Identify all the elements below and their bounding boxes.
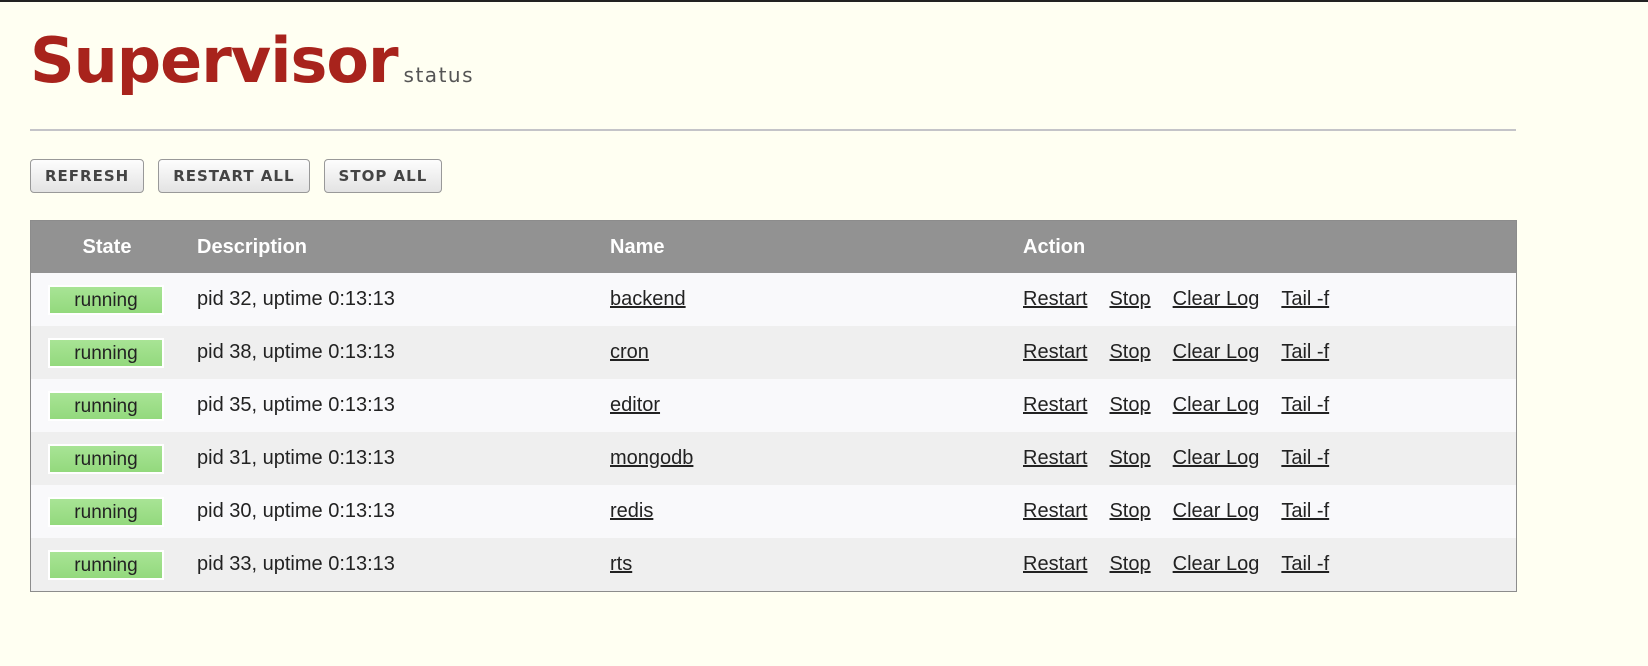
table-row: running pid 38, uptime 0:13:13 cron Rest… [30, 326, 1517, 379]
action-cell: Restart Stop Clear Log Tail -f [1022, 326, 1517, 379]
process-table: State Description Name Action running pi… [30, 220, 1517, 592]
refresh-button[interactable]: REFRESH [30, 159, 145, 193]
toolbar: REFRESH RESTART ALL STOP ALL [30, 159, 443, 193]
clear-log-link[interactable]: Clear Log [1172, 288, 1260, 310]
description-cell: pid 38, uptime 0:13:13 [183, 326, 609, 379]
state-cell: running [30, 379, 183, 432]
stop-link[interactable]: Stop [1109, 553, 1151, 575]
description-cell: pid 33, uptime 0:13:13 [183, 538, 609, 592]
state-cell: running [30, 485, 183, 538]
stop-all-button[interactable]: STOP ALL [323, 159, 443, 193]
tail-link[interactable]: Tail -f [1281, 288, 1330, 310]
name-cell: redis [609, 485, 1022, 538]
stop-link[interactable]: Stop [1109, 500, 1151, 522]
status-badge: running [48, 496, 164, 527]
description-cell: pid 31, uptime 0:13:13 [183, 432, 609, 485]
action-cell: Restart Stop Clear Log Tail -f [1022, 538, 1517, 592]
status-badge: running [48, 390, 164, 421]
restart-link[interactable]: Restart [1023, 341, 1088, 363]
status-badge: running [48, 549, 164, 580]
description-cell: pid 35, uptime 0:13:13 [183, 379, 609, 432]
action-cell: Restart Stop Clear Log Tail -f [1022, 273, 1517, 326]
name-cell: cron [609, 326, 1022, 379]
restart-all-button[interactable]: RESTART ALL [158, 159, 310, 193]
status-badge: running [48, 443, 164, 474]
logo-title: Supervisor [30, 24, 399, 97]
process-name-link[interactable]: editor [610, 394, 661, 416]
stop-link[interactable]: Stop [1109, 288, 1151, 310]
state-cell: running [30, 538, 183, 592]
description-cell: pid 32, uptime 0:13:13 [183, 273, 609, 326]
process-name-link[interactable]: rts [610, 553, 633, 575]
restart-link[interactable]: Restart [1023, 288, 1088, 310]
process-name-link[interactable]: mongodb [610, 447, 694, 469]
table-header: State Description Name Action [30, 220, 1517, 273]
state-cell: running [30, 432, 183, 485]
process-name-link[interactable]: backend [610, 288, 686, 310]
state-cell: running [30, 326, 183, 379]
tail-link[interactable]: Tail -f [1281, 500, 1330, 522]
table-row: running pid 30, uptime 0:13:13 redis Res… [30, 485, 1517, 538]
tail-link[interactable]: Tail -f [1281, 447, 1330, 469]
column-action: Action [1022, 220, 1517, 273]
clear-log-link[interactable]: Clear Log [1172, 553, 1260, 575]
clear-log-link[interactable]: Clear Log [1172, 341, 1260, 363]
tail-link[interactable]: Tail -f [1281, 394, 1330, 416]
process-name-link[interactable]: cron [610, 341, 649, 363]
clear-log-link[interactable]: Clear Log [1172, 447, 1260, 469]
restart-link[interactable]: Restart [1023, 500, 1088, 522]
name-cell: editor [609, 379, 1022, 432]
table-row: running pid 31, uptime 0:13:13 mongodb R… [30, 432, 1517, 485]
table-row: running pid 35, uptime 0:13:13 editor Re… [30, 379, 1517, 432]
status-badge: running [48, 337, 164, 368]
column-name: Name [609, 220, 1022, 273]
stop-link[interactable]: Stop [1109, 394, 1151, 416]
action-cell: Restart Stop Clear Log Tail -f [1022, 379, 1517, 432]
tail-link[interactable]: Tail -f [1281, 341, 1330, 363]
restart-link[interactable]: Restart [1023, 553, 1088, 575]
action-cell: Restart Stop Clear Log Tail -f [1022, 485, 1517, 538]
state-cell: running [30, 273, 183, 326]
restart-link[interactable]: Restart [1023, 447, 1088, 469]
status-badge: running [48, 284, 164, 315]
description-cell: pid 30, uptime 0:13:13 [183, 485, 609, 538]
action-cell: Restart Stop Clear Log Tail -f [1022, 432, 1517, 485]
name-cell: backend [609, 273, 1022, 326]
restart-link[interactable]: Restart [1023, 394, 1088, 416]
name-cell: rts [609, 538, 1022, 592]
column-description: Description [183, 220, 609, 273]
stop-link[interactable]: Stop [1109, 341, 1151, 363]
column-state: State [30, 220, 183, 273]
clear-log-link[interactable]: Clear Log [1172, 394, 1260, 416]
process-name-link[interactable]: redis [610, 500, 654, 522]
logo-subtitle: status [403, 63, 475, 87]
tail-link[interactable]: Tail -f [1281, 553, 1330, 575]
clear-log-link[interactable]: Clear Log [1172, 500, 1260, 522]
table-row: running pid 33, uptime 0:13:13 rts Resta… [30, 538, 1517, 592]
supervisor-logo: Supervisor status [30, 24, 474, 97]
table-row: running pid 32, uptime 0:13:13 backend R… [30, 273, 1517, 326]
divider [30, 129, 1516, 131]
name-cell: mongodb [609, 432, 1022, 485]
stop-link[interactable]: Stop [1109, 447, 1151, 469]
